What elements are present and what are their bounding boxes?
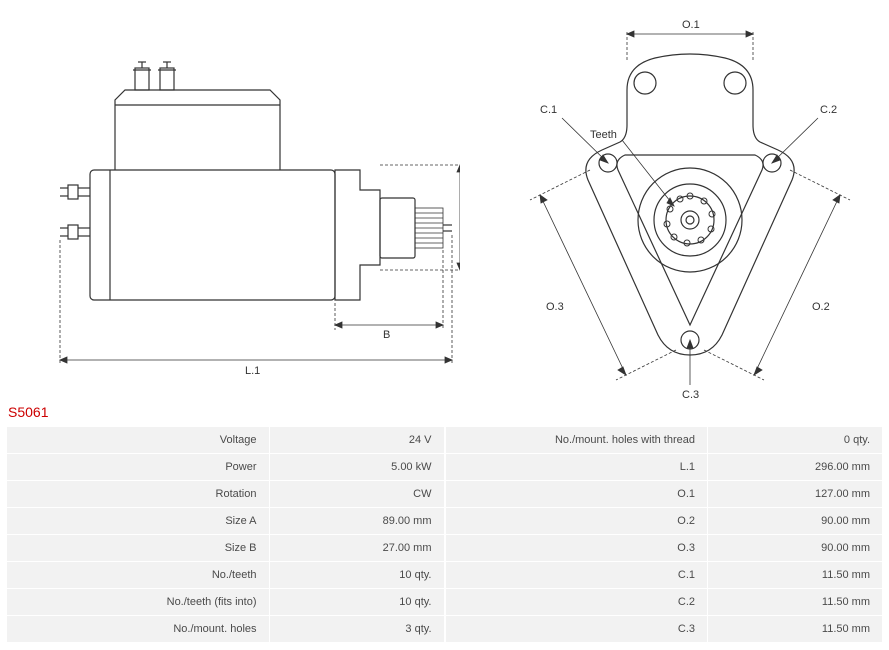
spec-value: 3 qty. — [269, 616, 444, 643]
table-row: O.290.00 mm — [445, 508, 883, 535]
spec-table-right: No./mount. holes with thread0 qty.L.1296… — [445, 426, 884, 643]
spec-label: Size A — [7, 508, 270, 535]
side-view-svg: A B — [20, 10, 460, 390]
spec-value: 11.50 mm — [708, 616, 883, 643]
spec-value: 11.50 mm — [708, 562, 883, 589]
table-row: O.390.00 mm — [445, 535, 883, 562]
teeth-label: Teeth — [590, 129, 617, 141]
dim-C1-label: C.1 — [540, 104, 557, 116]
spec-label: L.1 — [445, 454, 708, 481]
table-row: No./mount. holes3 qty. — [7, 616, 445, 643]
spec-label: No./mount. holes — [7, 616, 270, 643]
part-number: S5061 — [0, 400, 889, 426]
spec-value: 24 V — [269, 427, 444, 454]
dim-C2-label: C.2 — [820, 104, 837, 116]
table-row: Size A89.00 mm — [7, 508, 445, 535]
spec-value: 10 qty. — [269, 589, 444, 616]
table-row: C.311.50 mm — [445, 616, 883, 643]
table-row: Voltage24 V — [7, 427, 445, 454]
spec-value: 27.00 mm — [269, 535, 444, 562]
spec-value: 5.00 kW — [269, 454, 444, 481]
table-row: O.1127.00 mm — [445, 481, 883, 508]
spec-tables: Voltage24 VPower5.00 kWRotationCWSize A8… — [0, 426, 889, 643]
table-row: L.1296.00 mm — [445, 454, 883, 481]
side-view-diagram: A B — [20, 10, 460, 400]
dim-O2-label: O.2 — [812, 301, 830, 313]
front-view-diagram: O.1 O.2 — [490, 10, 889, 400]
spec-label: Rotation — [7, 481, 270, 508]
spec-value: 127.00 mm — [708, 481, 883, 508]
dim-L1-label: L.1 — [245, 365, 260, 377]
table-row: RotationCW — [7, 481, 445, 508]
dim-C3-label: C.3 — [682, 389, 699, 400]
spec-value: CW — [269, 481, 444, 508]
spec-value: 10 qty. — [269, 562, 444, 589]
spec-label: Size B — [7, 535, 270, 562]
table-row: No./teeth10 qty. — [7, 562, 445, 589]
table-row: C.211.50 mm — [445, 589, 883, 616]
table-row: Power5.00 kW — [7, 454, 445, 481]
spec-label: O.1 — [445, 481, 708, 508]
spec-label: No./mount. holes with thread — [445, 427, 708, 454]
dim-O1-label: O.1 — [682, 19, 700, 31]
spec-label: No./teeth (fits into) — [7, 589, 270, 616]
table-row: Size B27.00 mm — [7, 535, 445, 562]
spec-label: C.1 — [445, 562, 708, 589]
spec-label: C.2 — [445, 589, 708, 616]
spec-table-left: Voltage24 VPower5.00 kWRotationCWSize A8… — [6, 426, 445, 643]
spec-label: O.2 — [445, 508, 708, 535]
table-row: No./teeth (fits into)10 qty. — [7, 589, 445, 616]
diagram-row: A B — [0, 0, 889, 400]
table-row: C.111.50 mm — [445, 562, 883, 589]
spec-label: No./teeth — [7, 562, 270, 589]
spec-value: 90.00 mm — [708, 508, 883, 535]
spec-label: C.3 — [445, 616, 708, 643]
spec-value: 11.50 mm — [708, 589, 883, 616]
page-container: A B — [0, 0, 889, 650]
table-row: No./mount. holes with thread0 qty. — [445, 427, 883, 454]
spec-value: 0 qty. — [708, 427, 883, 454]
dim-O3-label: O.3 — [546, 301, 564, 313]
spec-value: 89.00 mm — [269, 508, 444, 535]
spec-label: O.3 — [445, 535, 708, 562]
dim-B-label: B — [383, 329, 390, 341]
spec-label: Voltage — [7, 427, 270, 454]
spec-value: 90.00 mm — [708, 535, 883, 562]
spec-label: Power — [7, 454, 270, 481]
spec-value: 296.00 mm — [708, 454, 883, 481]
front-view-svg: O.1 O.2 — [490, 10, 889, 400]
